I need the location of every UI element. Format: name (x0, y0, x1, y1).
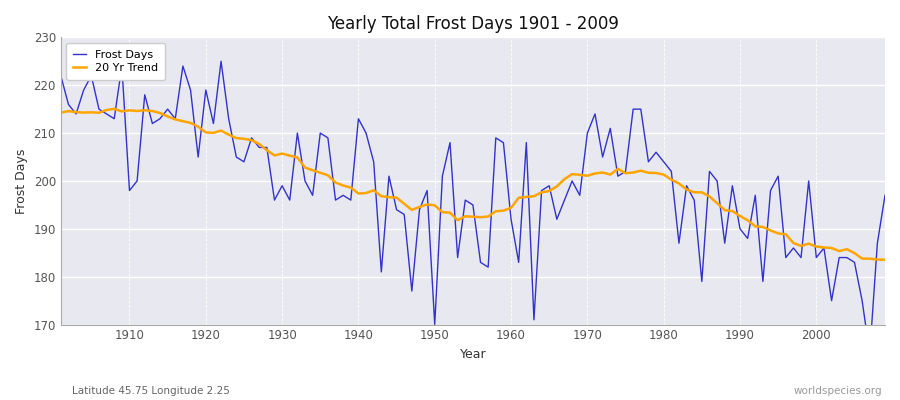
Text: Latitude 45.75 Longitude 2.25: Latitude 45.75 Longitude 2.25 (72, 386, 230, 396)
20 Yr Trend (506, 206, 517, 210)
Frost Days (116, 64, 127, 68)
Frost Days (513, 260, 524, 265)
Line: 20 Yr Trend: 20 Yr Trend (61, 109, 885, 260)
Line: Frost Days: Frost Days (61, 61, 885, 353)
Frost Days (338, 193, 348, 198)
20 Yr Trend (605, 172, 616, 177)
Y-axis label: Frost Days: Frost Days (15, 148, 28, 214)
20 Yr Trend (109, 106, 120, 111)
Frost Days (292, 131, 302, 136)
Frost Days (506, 217, 517, 222)
20 Yr Trend (513, 196, 524, 200)
20 Yr Trend (879, 257, 890, 262)
Frost Days (56, 73, 67, 78)
Frost Days (216, 59, 227, 64)
20 Yr Trend (56, 110, 67, 115)
Text: worldspecies.org: worldspecies.org (794, 386, 882, 396)
Frost Days (879, 193, 890, 198)
20 Yr Trend (124, 108, 135, 113)
Frost Days (864, 351, 875, 356)
20 Yr Trend (338, 183, 348, 188)
Frost Days (605, 126, 616, 131)
X-axis label: Year: Year (460, 348, 486, 361)
Legend: Frost Days, 20 Yr Trend: Frost Days, 20 Yr Trend (67, 43, 165, 80)
Title: Yearly Total Frost Days 1901 - 2009: Yearly Total Frost Days 1901 - 2009 (327, 15, 619, 33)
20 Yr Trend (292, 155, 302, 160)
